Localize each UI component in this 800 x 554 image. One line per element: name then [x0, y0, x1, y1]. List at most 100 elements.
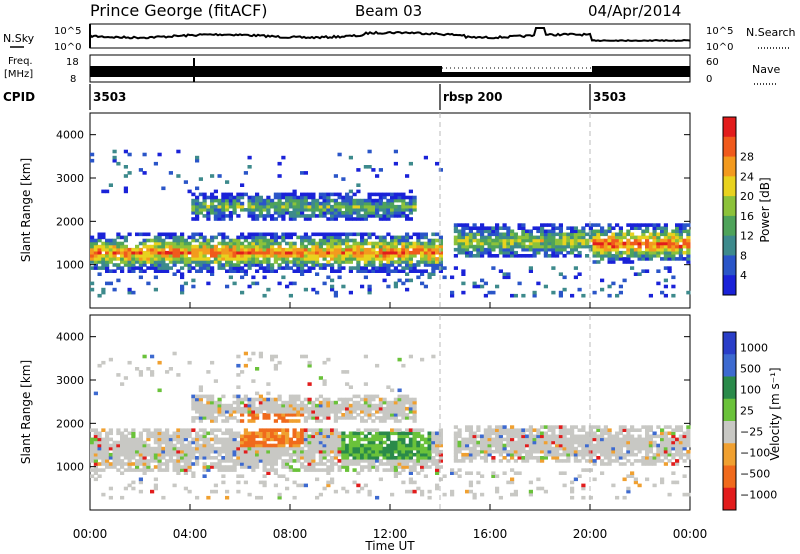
heatmap-cell — [678, 257, 683, 261]
heatmap-cell — [525, 244, 530, 249]
heatmap-cell — [270, 198, 275, 203]
heatmap-cell — [315, 232, 320, 237]
heatmap-cell — [251, 198, 256, 203]
heatmap-cell — [146, 232, 151, 237]
heatmap-cell — [176, 431, 181, 436]
heatmap-cell — [543, 449, 548, 454]
heatmap-cell — [303, 428, 308, 432]
heatmap-cell — [157, 456, 162, 460]
heatmap-cell — [150, 250, 155, 255]
heatmap-cell — [405, 174, 410, 178]
heatmap-cell — [611, 437, 616, 442]
heatmap-cell — [352, 232, 357, 237]
heatmap-cell — [97, 244, 102, 249]
heatmap-cell — [408, 489, 413, 494]
heatmap-cell — [660, 443, 665, 448]
heatmap-cell — [243, 272, 248, 276]
heatmap-cell — [273, 211, 278, 215]
heatmap-cell — [521, 238, 526, 243]
heatmap-cell — [356, 459, 361, 463]
heatmap-cell — [412, 204, 417, 209]
heatmap-cell — [390, 211, 395, 215]
heatmap-cell — [213, 189, 218, 194]
heatmap-cell — [123, 247, 128, 252]
heatmap-cell — [228, 456, 233, 460]
heatmap-cell — [630, 471, 635, 475]
heatmap-cell — [423, 263, 428, 267]
heatmap-cell — [337, 459, 342, 463]
heatmap-cell — [138, 480, 143, 485]
heatmap-cell — [206, 214, 211, 218]
heatmap-cell — [292, 443, 297, 448]
heatmap-cell — [258, 397, 263, 402]
heatmap-cell — [566, 452, 571, 457]
heatmap-cell — [378, 406, 383, 411]
heatmap-cell — [213, 400, 218, 405]
heatmap-cell — [281, 403, 286, 408]
heatmap-cell — [371, 214, 376, 218]
heatmap-cell — [285, 440, 290, 445]
heatmap-cell — [273, 446, 278, 451]
heatmap-cell — [585, 238, 590, 243]
heatmap-cell — [592, 250, 597, 255]
heatmap-cell — [371, 406, 376, 411]
heatmap-cell — [551, 254, 556, 258]
heatmap-cell — [90, 474, 95, 478]
heatmap-cell — [573, 437, 578, 442]
heatmap-cell — [217, 446, 222, 451]
heatmap-cell — [240, 397, 245, 402]
heatmap-cell — [491, 238, 496, 243]
heatmap-cell — [240, 192, 245, 197]
heatmap-cell — [457, 440, 462, 445]
heatmap-cell — [607, 241, 612, 246]
heatmap-cell — [348, 403, 353, 408]
heatmap-cell — [427, 431, 432, 436]
heatmap-cell — [232, 281, 237, 286]
heatmap-cell — [390, 403, 395, 408]
heatmap-cell — [498, 226, 503, 230]
heatmap-cell — [150, 247, 155, 252]
heatmap-cell — [311, 449, 316, 454]
heatmap-cell — [240, 275, 245, 280]
heatmap-cell — [251, 397, 256, 402]
heatmap-cell — [225, 192, 230, 197]
heatmap-cell — [273, 413, 278, 417]
heatmap-cell — [573, 238, 578, 243]
heatmap-cell — [266, 452, 271, 457]
heatmap-cell — [607, 257, 612, 261]
heatmap-cell — [622, 425, 627, 429]
heatmap-cell — [615, 247, 620, 252]
heatmap-cell — [566, 459, 571, 463]
heatmap-cell — [232, 434, 237, 439]
heatmap-cell — [153, 434, 158, 439]
heatmap-cell — [266, 250, 271, 255]
heatmap-cell — [615, 495, 620, 500]
heatmap-cell — [153, 486, 158, 491]
heatmap-cell — [652, 443, 657, 448]
heatmap-cell — [397, 278, 402, 283]
station-title: Prince George (fitACF) — [90, 1, 268, 20]
heatmap-cell — [495, 284, 500, 289]
heatmap-cell — [292, 189, 297, 194]
heatmap-cell — [206, 449, 211, 454]
heatmap-cell — [540, 229, 545, 234]
heatmap-cell — [277, 406, 282, 411]
heatmap-cell — [671, 238, 676, 243]
heatmap-cell — [206, 456, 211, 460]
heatmap-cell — [341, 201, 346, 206]
heatmap-cell — [588, 431, 593, 436]
heatmap-cell — [483, 440, 488, 445]
heatmap-cell — [123, 486, 128, 491]
heatmap-cell — [382, 397, 387, 402]
heatmap-cell — [641, 437, 646, 442]
heatmap-cell — [300, 446, 305, 451]
heatmap-cell — [607, 254, 612, 258]
heatmap-cell — [416, 275, 421, 280]
heatmap-cell — [240, 443, 245, 448]
heatmap-cell — [146, 434, 151, 439]
heatmap-cell — [228, 428, 233, 432]
heatmap-cell — [363, 254, 368, 258]
heatmap-cell — [270, 406, 275, 411]
heatmap-cell — [176, 269, 181, 273]
heatmap-cell — [682, 226, 687, 230]
